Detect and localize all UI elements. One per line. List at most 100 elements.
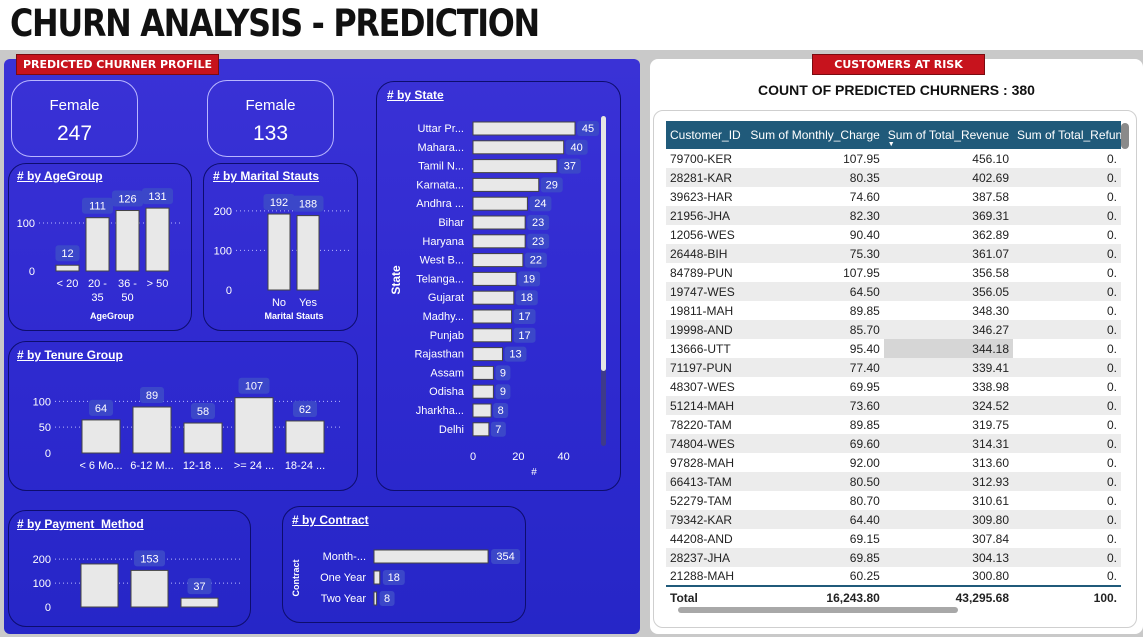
table-row[interactable]: 79700-KER 107.95 456.10 0. — [666, 149, 1121, 168]
table-row[interactable]: 21956-JHA 82.30 369.31 0. — [666, 206, 1121, 225]
table-horizontal-scrollbar[interactable] — [678, 607, 958, 613]
table-row[interactable]: 48307-WES 69.95 338.98 0. — [666, 377, 1121, 396]
bar[interactable] — [472, 290, 515, 305]
table-row[interactable]: 97828-MAH 92.00 313.60 0. — [666, 453, 1121, 472]
column-header-monthly-charge[interactable]: Sum of Monthly_Charge — [744, 121, 884, 149]
table-row[interactable]: 19998-AND 85.70 346.27 0. — [666, 320, 1121, 339]
data-label-background[interactable] — [524, 252, 547, 268]
data-label-background[interactable] — [379, 591, 395, 606]
data-label-background[interactable] — [527, 233, 550, 249]
marital-status-card[interactable] — [203, 163, 358, 331]
bar[interactable] — [267, 213, 291, 291]
payment-method-card[interactable] — [8, 510, 251, 627]
bar[interactable] — [115, 210, 140, 272]
table-row[interactable]: 39623-HAR 74.60 387.58 0. — [666, 187, 1121, 206]
data-label-background[interactable] — [112, 190, 143, 207]
contract-bar-chart[interactable]: Month-... 354 One Year 18 Two Year 8 Contract — [0, 0, 521, 606]
bar[interactable] — [373, 570, 381, 585]
data-label-background[interactable] — [565, 139, 588, 155]
kpi-card-female-1[interactable]: Female 247 — [11, 80, 138, 157]
data-label-background[interactable] — [513, 309, 536, 324]
bar[interactable] — [183, 422, 223, 454]
bar[interactable] — [285, 420, 325, 454]
bar[interactable] — [472, 234, 526, 249]
data-label-background[interactable] — [513, 327, 536, 343]
table-row[interactable]: 19747-WES 64.50 356.05 0. — [666, 282, 1121, 301]
customers-at-risk-table-container[interactable]: Customer_ID Sum of Monthly_Charge Sum of… — [653, 110, 1137, 628]
bar[interactable] — [234, 397, 274, 454]
data-label-background[interactable] — [515, 290, 538, 306]
contract-card[interactable] — [282, 506, 526, 623]
table-row[interactable]: 52279-TAM 80.70 310.61 0. — [666, 491, 1121, 510]
bar[interactable] — [55, 264, 80, 272]
data-label-background[interactable] — [82, 197, 113, 214]
data-label-background[interactable] — [382, 570, 405, 585]
data-label-background[interactable] — [263, 194, 295, 211]
bar[interactable] — [472, 384, 494, 399]
table-row[interactable]: 12056-WES 90.40 362.89 0. — [666, 225, 1121, 244]
data-label-background[interactable] — [293, 400, 317, 417]
bar[interactable] — [373, 591, 378, 606]
bar[interactable] — [472, 328, 513, 343]
bar[interactable] — [472, 271, 517, 286]
table-row[interactable]: 28281-KAR 80.35 402.69 0. — [666, 168, 1121, 187]
column-header-customer-id[interactable]: Customer_ID — [666, 121, 745, 149]
table-row[interactable]: 19811-MAH 89.85 348.30 0. — [666, 301, 1121, 320]
data-label-background[interactable] — [495, 365, 511, 381]
table-row[interactable]: 66413-TAM 80.50 312.93 0. — [666, 472, 1121, 491]
bar[interactable] — [472, 309, 513, 324]
data-label-background[interactable] — [491, 549, 521, 564]
data-label-background[interactable] — [518, 271, 541, 287]
bar[interactable] — [180, 597, 219, 608]
data-label-background[interactable] — [490, 421, 506, 437]
bar[interactable] — [472, 253, 524, 268]
table-row[interactable]: 26448-BIH 75.30 361.07 0. — [666, 244, 1121, 263]
data-label-background[interactable] — [495, 384, 511, 400]
data-label-background[interactable] — [527, 215, 550, 230]
bar[interactable] — [472, 177, 540, 192]
data-label-background[interactable] — [558, 158, 581, 174]
bar[interactable] — [472, 347, 503, 362]
bar[interactable] — [145, 207, 170, 272]
table-row[interactable]: 28237-JHA 69.85 304.13 0. — [666, 548, 1121, 567]
bar[interactable] — [472, 121, 576, 136]
kpi-card-female-2[interactable]: Female 133 — [207, 80, 334, 157]
data-label-background[interactable] — [142, 188, 173, 205]
bar[interactable] — [81, 419, 121, 454]
table-row[interactable]: 71197-PUN 77.40 339.41 0. — [666, 358, 1121, 377]
data-label-background[interactable] — [540, 177, 563, 193]
data-label-background[interactable] — [238, 377, 270, 394]
bar[interactable] — [80, 563, 119, 608]
table-vertical-scrollbar[interactable] — [1121, 123, 1129, 149]
data-label-background[interactable] — [577, 121, 599, 136]
marital-status-bar-chart[interactable]: 200 100 0 192 No 188 Yes Marital Stauts — [0, 0, 350, 321]
data-label-background[interactable] — [134, 550, 165, 567]
bar[interactable] — [472, 196, 528, 211]
data-label-background[interactable] — [55, 245, 80, 262]
bar[interactable] — [472, 159, 558, 174]
table-row[interactable]: 21288-MAH 60.25 300.80 0. — [666, 567, 1121, 586]
bar[interactable] — [472, 403, 492, 418]
data-label-background[interactable] — [493, 403, 509, 418]
state-card[interactable] — [376, 81, 621, 491]
table-row[interactable]: 13666-UTT 95.40 344.18 0. — [666, 339, 1121, 358]
bar[interactable] — [85, 217, 110, 272]
age-group-bar-chart[interactable]: 100 0 12 < 20 111 20 - 35 126 36 - 50 131 > 50 AgeGr… — [0, 0, 180, 321]
state-scrollbar-thumb[interactable] — [601, 116, 606, 371]
table-row[interactable]: 79342-KAR 64.40 309.80 0. — [666, 510, 1121, 529]
table-row[interactable]: 44208-AND 69.15 307.84 0. — [666, 529, 1121, 548]
bar[interactable] — [132, 406, 172, 454]
bar[interactable] — [296, 215, 320, 291]
data-label-background[interactable] — [89, 399, 113, 416]
tenure-group-card[interactable] — [8, 341, 358, 491]
table-row[interactable]: 84789-PUN 107.95 356.58 0. — [666, 263, 1121, 282]
data-label-background[interactable] — [292, 195, 324, 212]
table-row[interactable]: 78220-TAM 89.85 319.75 0. — [666, 415, 1121, 434]
data-label-background[interactable] — [140, 387, 164, 404]
payment-method-bar-chart[interactable]: 200 100 0 153 37 — [0, 0, 240, 614]
data-label-background[interactable] — [529, 196, 552, 212]
table-row[interactable]: 51214-MAH 73.60 324.52 0. — [666, 396, 1121, 415]
bar[interactable] — [472, 140, 565, 155]
data-label-background[interactable] — [191, 403, 215, 420]
bar[interactable] — [130, 569, 169, 608]
